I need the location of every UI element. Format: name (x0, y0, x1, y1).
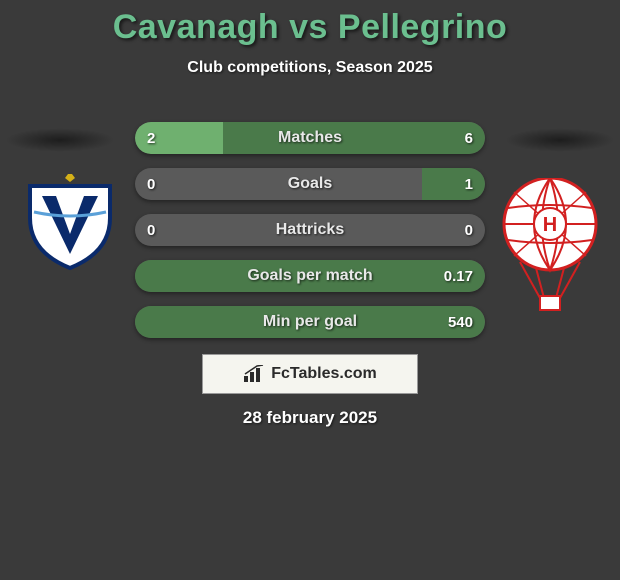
club-crest-left (20, 172, 120, 272)
bar-label: Hattricks (135, 214, 485, 246)
bar-value-right: 540 (448, 306, 473, 338)
player-shadow-right (505, 128, 615, 152)
bar-row-matches: 2 Matches 6 (135, 122, 485, 154)
club-crest-right: H (500, 178, 600, 314)
brand-box: FcTables.com (202, 354, 418, 394)
date-label: 28 february 2025 (0, 408, 620, 428)
bar-row-goals: 0 Goals 1 (135, 168, 485, 200)
bar-value-right: 1 (465, 168, 473, 200)
subtitle: Club competitions, Season 2025 (0, 59, 620, 77)
player-shadow-left (5, 128, 115, 152)
shield-icon (20, 172, 120, 272)
comparison-bars: 2 Matches 6 0 Goals 1 0 Hattricks 0 Goal… (135, 122, 485, 352)
bar-row-min-per-goal: Min per goal 540 (135, 306, 485, 338)
page-title: Cavanagh vs Pellegrino (0, 0, 620, 47)
bar-value-right: 0.17 (444, 260, 473, 292)
bar-row-goals-per-match: Goals per match 0.17 (135, 260, 485, 292)
bar-chart-icon (243, 365, 265, 383)
bar-value-right: 6 (465, 122, 473, 154)
bar-label: Min per goal (135, 306, 485, 338)
brand-text: FcTables.com (271, 365, 377, 383)
bar-label: Goals per match (135, 260, 485, 292)
bar-label: Matches (135, 122, 485, 154)
balloon-icon: H (500, 178, 600, 314)
svg-text:H: H (543, 214, 557, 236)
bar-label: Goals (135, 168, 485, 200)
bar-value-right: 0 (465, 214, 473, 246)
bar-row-hattricks: 0 Hattricks 0 (135, 214, 485, 246)
